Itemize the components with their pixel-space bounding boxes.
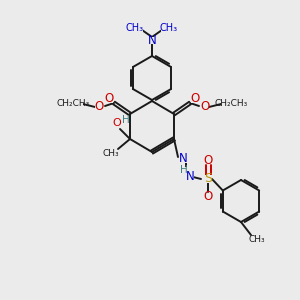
Text: N: N [148,34,156,46]
Text: O: O [112,118,122,128]
Bar [148,37,155,44]
Bar [201,103,209,110]
Bar [161,25,177,32]
Bar [63,100,83,106]
Text: H: H [122,115,130,125]
Bar [204,194,212,200]
Bar [191,95,199,103]
Bar [187,173,194,181]
Text: CH₃: CH₃ [160,23,178,33]
Bar [204,157,212,164]
Text: CH₃: CH₃ [103,149,119,158]
Bar [179,155,187,163]
Text: O: O [190,92,200,106]
Text: O: O [104,92,114,106]
Bar [113,119,121,127]
Text: CH₃: CH₃ [249,236,265,244]
Bar [221,100,241,106]
Bar [127,25,143,32]
Bar [204,175,212,183]
Bar [123,116,129,124]
Text: N: N [178,152,188,166]
Text: O: O [203,190,213,203]
Bar [181,167,187,173]
Text: CH₂CH₃: CH₂CH₃ [56,98,90,107]
Bar [249,236,265,244]
Text: O: O [203,154,213,166]
Text: CH₂CH₃: CH₂CH₃ [214,98,248,107]
Bar [103,151,119,158]
Text: O: O [94,100,103,113]
Text: O: O [200,100,210,113]
Bar [95,103,103,110]
Text: N: N [186,170,194,184]
Bar [105,95,113,103]
Text: H: H [180,165,188,175]
Text: CH₃: CH₃ [126,23,144,33]
Text: S: S [204,172,212,185]
